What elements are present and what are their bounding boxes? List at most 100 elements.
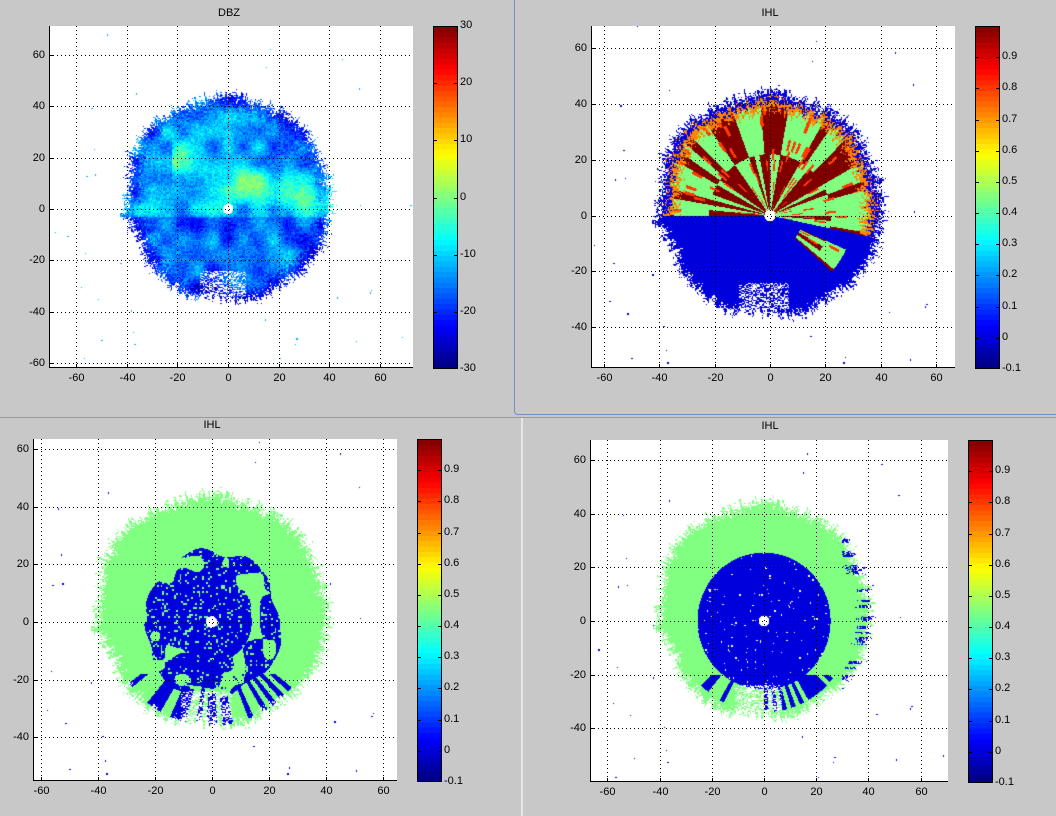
colorbar	[975, 26, 1000, 369]
colorbar-tick-label: 0.3	[1002, 237, 1018, 250]
colorbar-tick-mark	[996, 244, 1000, 245]
colorbar-tick-mark	[975, 338, 979, 339]
y-tick-label: -20	[29, 253, 45, 266]
radar-image	[49, 26, 413, 368]
colorbar-tick-label: 0.4	[1002, 206, 1018, 219]
colorbar-gradient	[976, 27, 999, 368]
colorbar-tick-label: 0.5	[444, 587, 460, 600]
colorbar-tick-label: 0.1	[1002, 299, 1018, 312]
colorbar-tick-mark	[438, 720, 442, 721]
y-tick-label: -20	[13, 673, 29, 686]
x-tick-label: 60	[374, 372, 387, 384]
y-tick-label: 0	[38, 202, 45, 215]
x-tick-label: -20	[707, 372, 724, 384]
colorbar-tick-mark	[433, 140, 437, 141]
plot-title: IHL	[761, 420, 779, 432]
x-tick-label: 20	[810, 786, 823, 798]
x-tick-label: -40	[651, 372, 668, 384]
colorbar-tick-mark	[417, 720, 421, 721]
colorbar-tick-label: -30	[460, 362, 476, 374]
colorbar-tick-mark	[454, 140, 458, 141]
colorbar-tick-mark	[433, 198, 437, 199]
colorbar-tick-mark	[438, 595, 442, 596]
y-tick-label: 40	[32, 99, 45, 112]
colorbar-tick-mark	[989, 689, 993, 690]
radar-image	[33, 439, 397, 781]
y-tick-label: -40	[29, 305, 45, 318]
colorbar-tick-mark	[989, 534, 993, 535]
colorbar-tick-mark	[989, 596, 993, 597]
colorbar-tick-label: 0.6	[444, 556, 460, 569]
colorbar-tick-mark	[417, 595, 421, 596]
x-tick-label: -60	[596, 372, 613, 384]
colorbar-tick-label: 0.9	[1002, 50, 1018, 63]
colorbar-tick-label: 0.9	[444, 463, 460, 476]
colorbar-tick-mark	[438, 781, 442, 782]
colorbar-tick-mark	[454, 255, 458, 256]
colorbar-tick-mark	[975, 213, 979, 214]
colorbar-tick-label: 0	[1002, 330, 1009, 343]
colorbar-tick-mark	[989, 658, 993, 659]
x-tick-label: 20	[819, 372, 832, 384]
colorbar-tick-label: 0.5	[1002, 174, 1018, 187]
x-tick-label: -40	[90, 785, 107, 797]
plot-axes-ihl[interactable]	[591, 26, 955, 368]
colorbar-tick-label: 0.8	[995, 495, 1011, 508]
colorbar-tick-label: 0.7	[444, 525, 460, 538]
y-tick-label: -20	[571, 264, 587, 277]
colorbar-tick-mark	[433, 312, 437, 313]
colorbar-tick-label: -0.1	[444, 775, 463, 787]
colorbar-tick-label: -20	[460, 304, 476, 317]
colorbar-tick-mark	[968, 627, 972, 628]
colorbar	[417, 439, 442, 782]
x-tick-label: -20	[704, 786, 721, 798]
colorbar-tick-label: 0.9	[995, 464, 1011, 477]
colorbar-tick-label: 0.5	[995, 588, 1011, 601]
y-tick-label: 20	[32, 151, 45, 164]
colorbar-tick-mark	[989, 752, 993, 753]
plot-axes-ihl[interactable]	[590, 440, 948, 782]
plot-axes-ihl[interactable]	[33, 439, 397, 781]
colorbar-tick-label: -0.1	[1002, 362, 1021, 374]
colorbar-tick-mark	[438, 626, 442, 627]
colorbar-tick-mark	[975, 151, 979, 152]
colorbar	[433, 26, 458, 369]
colorbar-tick-mark	[975, 57, 979, 58]
x-tick-label: 40	[320, 785, 333, 797]
colorbar-tick-mark	[975, 182, 979, 183]
y-tick-label: -60	[29, 356, 45, 369]
colorbar-tick-label: 0	[460, 190, 467, 203]
panel-divider-vertical	[521, 418, 523, 816]
colorbar-tick-mark	[989, 782, 993, 783]
colorbar-tick-label: 0.6	[995, 557, 1011, 570]
colorbar-tick-mark	[438, 533, 442, 534]
plot-axes-dbz[interactable]	[49, 26, 413, 368]
x-tick-label: 40	[875, 372, 888, 384]
x-tick-label: 40	[862, 786, 875, 798]
colorbar-tick-label: 0.7	[1002, 112, 1018, 125]
colorbar-tick-mark	[438, 657, 442, 658]
colorbar-tick-mark	[417, 626, 421, 627]
colorbar-gradient	[969, 441, 992, 782]
colorbar-tick-mark	[968, 534, 972, 535]
x-tick-label: 60	[915, 786, 928, 798]
colorbar-tick-mark	[975, 88, 979, 89]
y-tick-label: 20	[16, 557, 29, 570]
y-tick-label: -40	[570, 721, 586, 734]
axes-overlay	[591, 26, 955, 368]
y-tick-label: -40	[571, 320, 587, 333]
colorbar-tick-mark	[438, 688, 442, 689]
colorbar-tick-mark	[975, 244, 979, 245]
plot-title: IHL	[761, 7, 779, 19]
colorbar-tick-mark	[975, 368, 979, 369]
colorbar-tick-mark	[968, 721, 972, 722]
y-tick-label: 40	[16, 500, 29, 513]
x-tick-label: 0	[761, 786, 768, 798]
colorbar-tick-mark	[454, 368, 458, 369]
colorbar-gradient	[418, 440, 441, 781]
x-tick-label: -60	[599, 786, 616, 798]
colorbar-tick-mark	[968, 502, 972, 503]
radar-image	[591, 26, 955, 368]
colorbar-tick-mark	[989, 502, 993, 503]
colorbar-tick-label: 0.3	[995, 651, 1011, 664]
